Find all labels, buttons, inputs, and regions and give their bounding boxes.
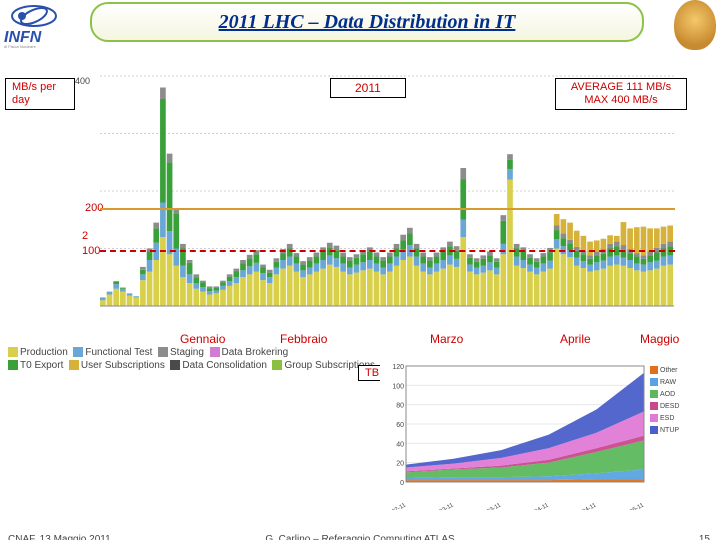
title-text: 2011 LHC – Data Distribution in IT (219, 11, 516, 34)
ref-line-200 (100, 208, 675, 210)
svg-text:0: 0 (400, 480, 404, 487)
svg-text:100: 100 (392, 383, 404, 390)
svg-text:400: 400 (75, 76, 90, 86)
slide-title: 2011 LHC – Data Distribution in IT (90, 2, 644, 42)
atlas-logo (674, 0, 716, 50)
month-gennaio: Gennaio (180, 332, 225, 346)
svg-text:120: 120 (392, 364, 404, 371)
svg-text:AOD: AOD (660, 391, 675, 398)
month-marzo: Marzo (430, 332, 463, 346)
infn-logo: INFNdi Fisica Nucleare (4, 2, 84, 48)
chart-tb-stacked: 02040608010012015-02-118-03-1129-03-1119… (380, 360, 700, 510)
svg-text:20: 20 (396, 461, 404, 468)
month-febbraio: Febbraio (280, 332, 327, 346)
svg-text:RAW: RAW (660, 379, 676, 386)
svg-text:NTUP: NTUP (660, 427, 679, 434)
footer-center: G. Carlino – Referaggio Computing ATLAS (0, 534, 720, 540)
svg-text:di Fisica Nucleare: di Fisica Nucleare (4, 44, 37, 48)
svg-text:80: 80 (396, 403, 404, 410)
chart-mbs-per-day: 400 (70, 70, 680, 320)
ylabel-box: MB/s per day (5, 78, 75, 110)
ref-line-100 (100, 250, 675, 252)
month-aprile: Aprile (560, 332, 591, 346)
chart1-legend: Production Functional Test Staging Data … (8, 346, 381, 372)
month-maggio: Maggio (640, 332, 679, 346)
footer-right: 15 (699, 534, 710, 540)
svg-text:40: 40 (396, 441, 404, 448)
svg-text:60: 60 (396, 422, 404, 429)
svg-text:ESD: ESD (660, 415, 674, 422)
svg-text:Other: Other (660, 367, 678, 374)
svg-text:DESD: DESD (660, 403, 679, 410)
